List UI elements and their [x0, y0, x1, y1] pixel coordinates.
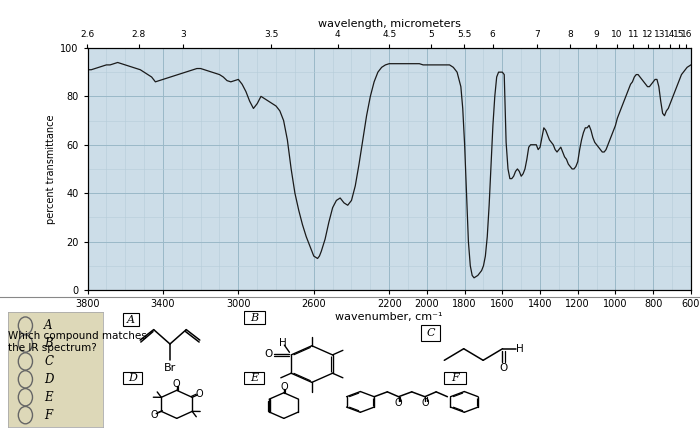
X-axis label: wavelength, micrometers: wavelength, micrometers	[318, 19, 461, 29]
Text: D: D	[44, 373, 54, 386]
Y-axis label: percent transmittance: percent transmittance	[46, 114, 56, 224]
FancyBboxPatch shape	[244, 311, 265, 324]
Text: H: H	[279, 338, 286, 348]
Text: F: F	[44, 409, 52, 422]
Text: B: B	[44, 337, 53, 350]
Text: C: C	[426, 328, 435, 338]
FancyBboxPatch shape	[444, 372, 466, 384]
FancyBboxPatch shape	[123, 372, 142, 384]
FancyBboxPatch shape	[123, 313, 139, 326]
Text: O: O	[280, 382, 288, 392]
Text: B: B	[251, 313, 259, 323]
Text: C: C	[44, 355, 53, 368]
Text: O: O	[395, 399, 402, 409]
Text: O: O	[265, 349, 273, 358]
Text: D: D	[128, 373, 137, 383]
Text: O: O	[421, 399, 428, 409]
Text: H: H	[517, 344, 524, 354]
Text: E: E	[250, 373, 258, 383]
Text: O: O	[173, 379, 181, 389]
Text: O: O	[499, 363, 508, 373]
FancyBboxPatch shape	[244, 372, 264, 384]
Text: A: A	[127, 315, 135, 325]
Text: Which compound matches
the IR spectrum?: Which compound matches the IR spectrum?	[8, 331, 147, 353]
Text: F: F	[452, 373, 459, 383]
Text: O: O	[150, 410, 158, 420]
Text: Br: Br	[164, 363, 176, 372]
X-axis label: wavenumber, cm⁻¹: wavenumber, cm⁻¹	[335, 312, 443, 322]
Text: O: O	[196, 389, 204, 399]
Text: E: E	[44, 391, 53, 404]
FancyBboxPatch shape	[421, 325, 440, 341]
Text: A: A	[44, 319, 52, 332]
